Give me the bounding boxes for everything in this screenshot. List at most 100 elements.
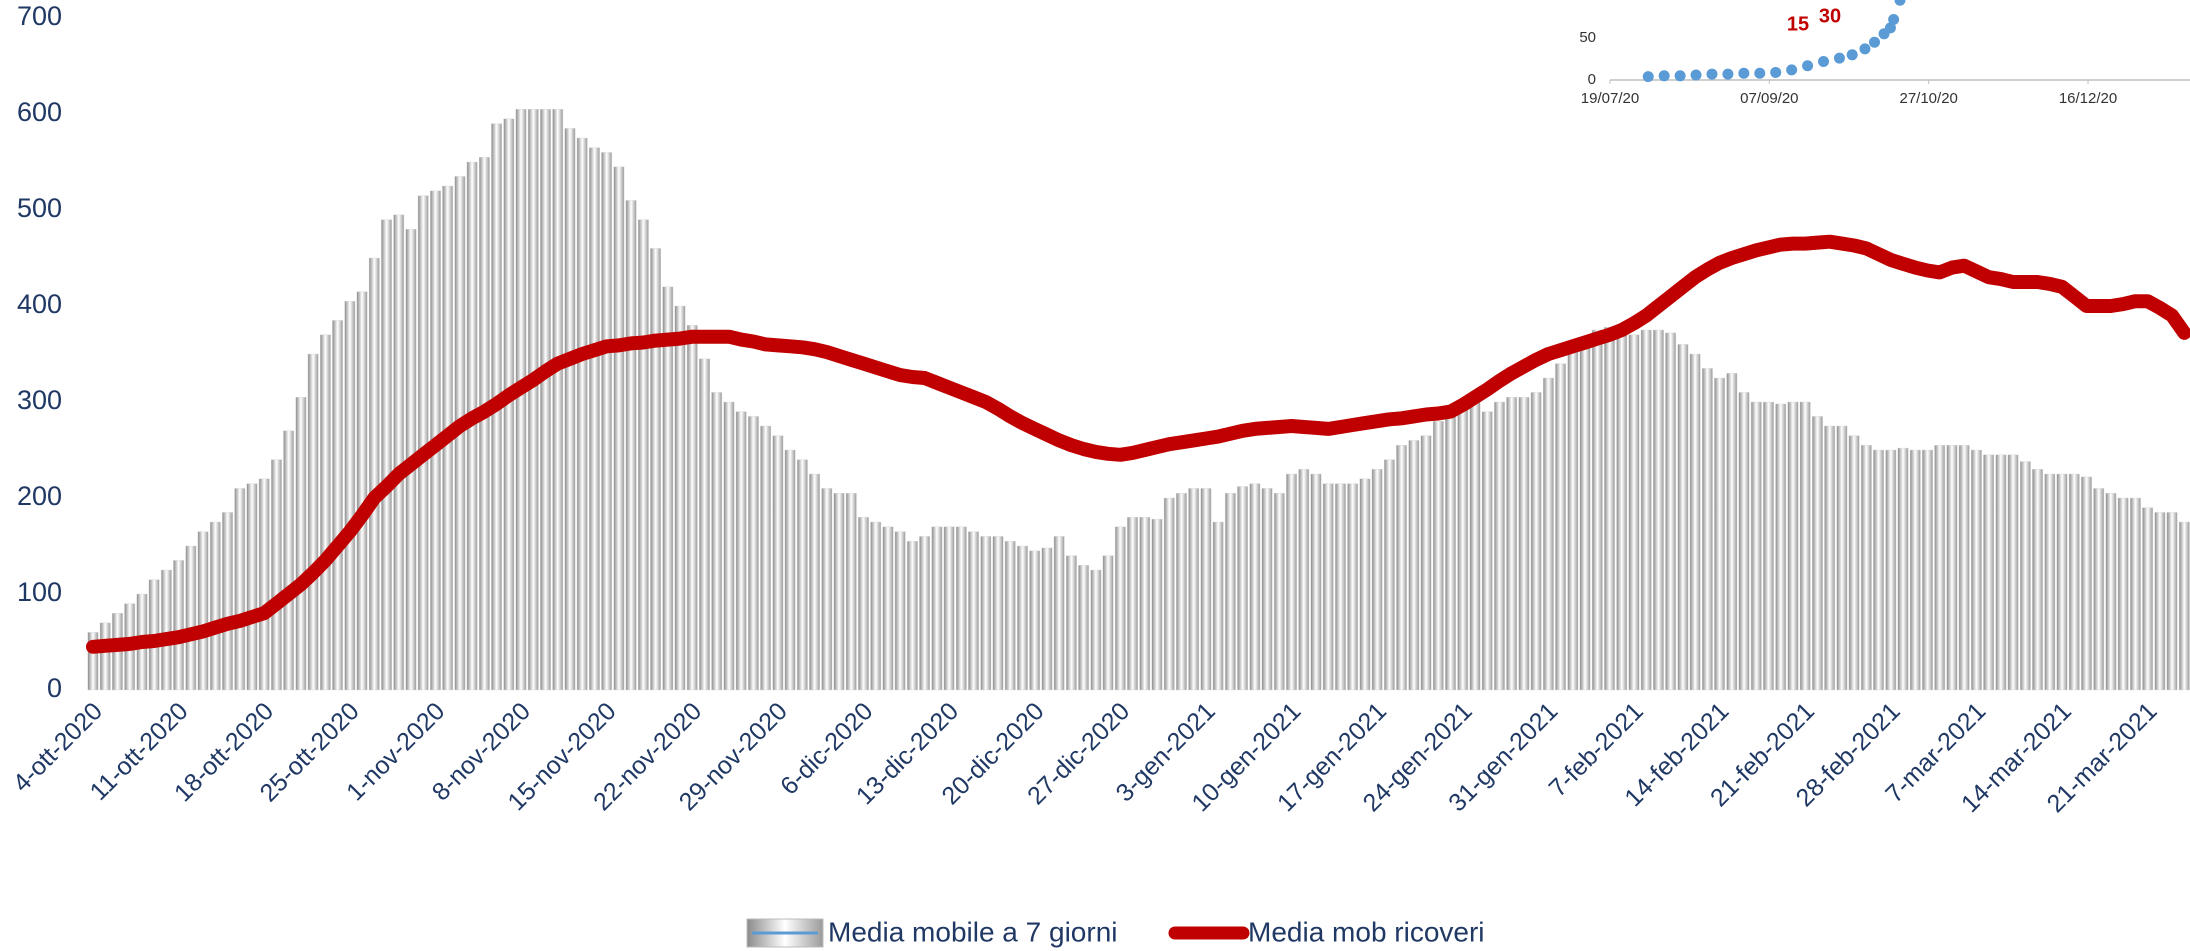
- bar: [1249, 483, 1261, 691]
- bar: [2081, 476, 2092, 691]
- bar: [197, 531, 209, 691]
- point: [1722, 68, 1734, 80]
- bar: [1665, 332, 1677, 691]
- y-tick-label: 600: [17, 97, 62, 127]
- bar: [1065, 555, 1077, 691]
- bar: [845, 493, 857, 691]
- point: [1706, 68, 1718, 80]
- bar: [515, 108, 527, 691]
- bar: [1176, 493, 1187, 691]
- bar: [625, 200, 637, 691]
- bar: [1371, 469, 1383, 691]
- bar: [723, 401, 735, 691]
- point: [1869, 36, 1881, 48]
- bar: [99, 622, 111, 691]
- bar: [760, 425, 772, 691]
- bar: [772, 435, 784, 691]
- bar: [527, 108, 539, 691]
- bar: [1518, 397, 1530, 691]
- bar: [1958, 445, 1970, 691]
- bar: [173, 560, 185, 691]
- bar: [1261, 488, 1273, 691]
- bar: [1555, 363, 1567, 691]
- bar: [748, 416, 759, 691]
- bar: [1946, 445, 1958, 691]
- bar: [1616, 332, 1628, 691]
- bar: [2105, 493, 2117, 691]
- bar: [1151, 518, 1163, 691]
- point: [1642, 71, 1654, 83]
- bar: [209, 521, 221, 691]
- y-tick-label: 200: [17, 481, 62, 511]
- bar: [234, 488, 246, 691]
- bar: [87, 632, 99, 691]
- bar: [1714, 377, 1725, 691]
- bar: [540, 108, 551, 691]
- bar: [552, 108, 564, 691]
- bar: [1396, 445, 1408, 691]
- bar: [1873, 449, 1884, 691]
- bar: [2154, 512, 2166, 691]
- bar: [1689, 353, 1701, 691]
- bar: [796, 459, 808, 691]
- bar: [2093, 488, 2105, 691]
- bar: [1163, 497, 1175, 691]
- legend-label: Media mobile a 7 giorni: [828, 916, 1118, 947]
- bar: [1029, 550, 1041, 691]
- line-series: [86, 234, 2190, 654]
- bar: [955, 526, 967, 691]
- bar: [332, 320, 343, 691]
- bar: [1286, 473, 1297, 691]
- bar: [2044, 473, 2056, 691]
- point: [1658, 70, 1670, 82]
- bar: [1506, 397, 1518, 691]
- y-tick-label: 400: [17, 289, 62, 319]
- inset-y-tick-label: 100: [1571, 0, 1596, 4]
- bar: [344, 301, 356, 691]
- bar: [2117, 497, 2129, 691]
- bar: [1909, 449, 1921, 691]
- bar: [2166, 512, 2178, 691]
- bar: [870, 521, 882, 691]
- bar: [1273, 493, 1285, 691]
- bar: [1200, 488, 1212, 691]
- bar: [1836, 425, 1848, 691]
- bar: [1224, 493, 1236, 691]
- bar: [1481, 411, 1493, 691]
- point: [1690, 69, 1702, 81]
- bar: [1824, 425, 1836, 691]
- bar: [833, 493, 845, 691]
- inset-chart: 0 50 100 19/07/20 07/09/20 27/10/20 16/12/20 15…: [1571, 0, 2190, 107]
- bar: [1041, 547, 1053, 691]
- bar: [2032, 469, 2043, 691]
- bar: [699, 358, 710, 691]
- point: [1754, 67, 1766, 79]
- inset-background: [1534, 0, 2190, 112]
- bar: [1922, 449, 1933, 691]
- bar: [2142, 507, 2154, 691]
- bar: [1310, 473, 1322, 691]
- bar: [1640, 329, 1652, 691]
- bar: [1738, 392, 1750, 691]
- bar: [1799, 401, 1811, 691]
- bar: [968, 531, 979, 691]
- bar: [1017, 545, 1028, 691]
- bar: [601, 152, 613, 691]
- y-tick-label: 700: [17, 1, 62, 31]
- y-tick-label: 300: [17, 385, 62, 415]
- bar: [1983, 454, 1995, 691]
- bar: [1701, 368, 1713, 691]
- bar: [1860, 445, 1872, 691]
- bar: [650, 248, 661, 691]
- bar: [1432, 421, 1444, 691]
- point: [1818, 56, 1830, 68]
- annotation: 15: [1787, 13, 1809, 35]
- point: [1802, 60, 1814, 72]
- bar: [943, 526, 955, 691]
- bar: [1322, 483, 1334, 691]
- bar: [1750, 401, 1762, 691]
- bar: [1763, 401, 1774, 691]
- bar: [919, 536, 931, 691]
- bar: [356, 291, 368, 691]
- inset-y-tick-label: 0: [1588, 71, 1596, 88]
